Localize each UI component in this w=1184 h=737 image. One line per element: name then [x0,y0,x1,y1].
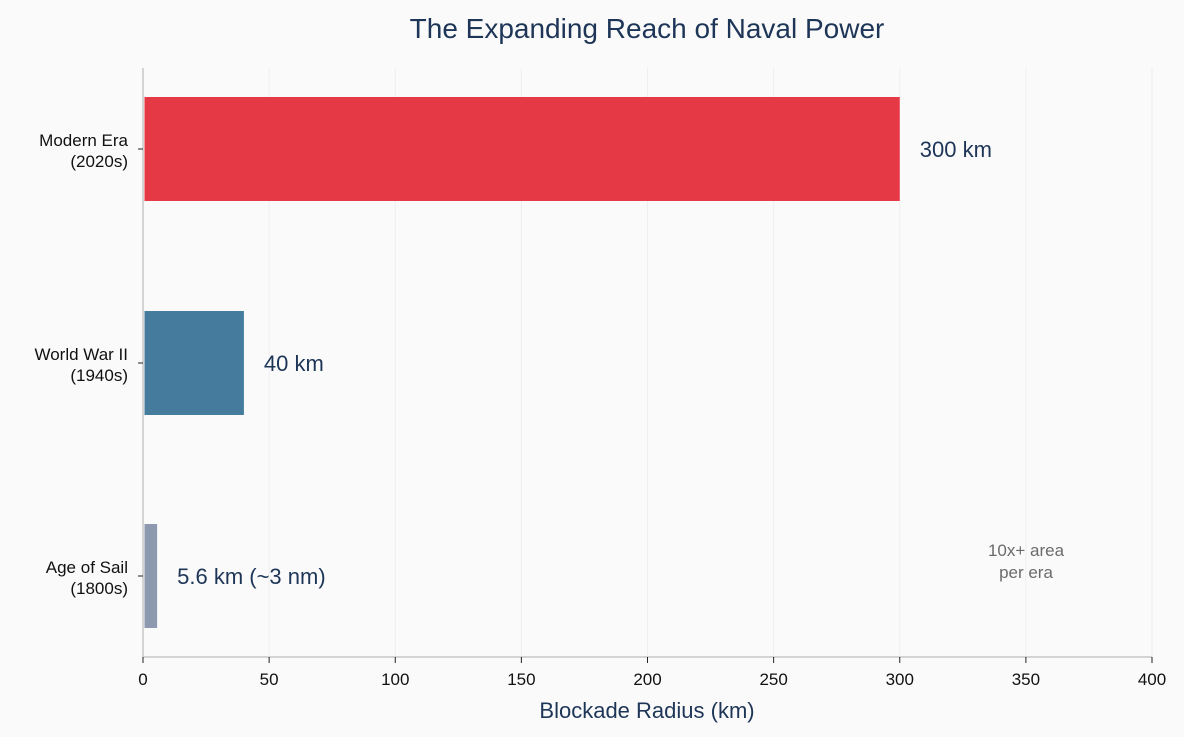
data-label-2: 5.6 km (~3 nm) [177,564,326,589]
x-tick-label-350: 350 [1012,670,1040,689]
x-axis-title: Blockade Radius (km) [539,698,754,723]
axes [138,68,1153,663]
x-tick-label-300: 300 [886,670,914,689]
x-tick-label-0: 0 [138,670,147,689]
category-label-0-line1: Modern Era [39,131,128,150]
bar-0 [144,97,900,201]
x-tick-label-200: 200 [633,670,661,689]
category-label-1-line1: World War II [34,345,128,364]
category-label-2-line2: (1800s) [70,579,128,598]
x-tick-label-400: 400 [1138,670,1166,689]
x-tick-label-50: 50 [260,670,279,689]
bars [144,97,900,628]
data-label-0: 300 km [920,137,992,162]
labels: 0 50 100 150 200 250 300 350 400 Modern Era (2020s… [34,131,1166,689]
category-label-1-line2: (1940s) [70,366,128,385]
annotation-line2: per era [999,563,1053,582]
bar-2 [144,524,158,628]
category-label-0-line2: (2020s) [70,152,128,171]
data-label-1: 40 km [264,351,324,376]
x-tick-label-250: 250 [759,670,787,689]
annotation-line1: 10x+ area [988,541,1065,560]
x-tick-label-150: 150 [507,670,535,689]
chart-title: The Expanding Reach of Naval Power [410,13,885,44]
x-tick-label-100: 100 [381,670,409,689]
bar-1 [144,311,244,415]
category-label-2-line1: Age of Sail [46,558,128,577]
